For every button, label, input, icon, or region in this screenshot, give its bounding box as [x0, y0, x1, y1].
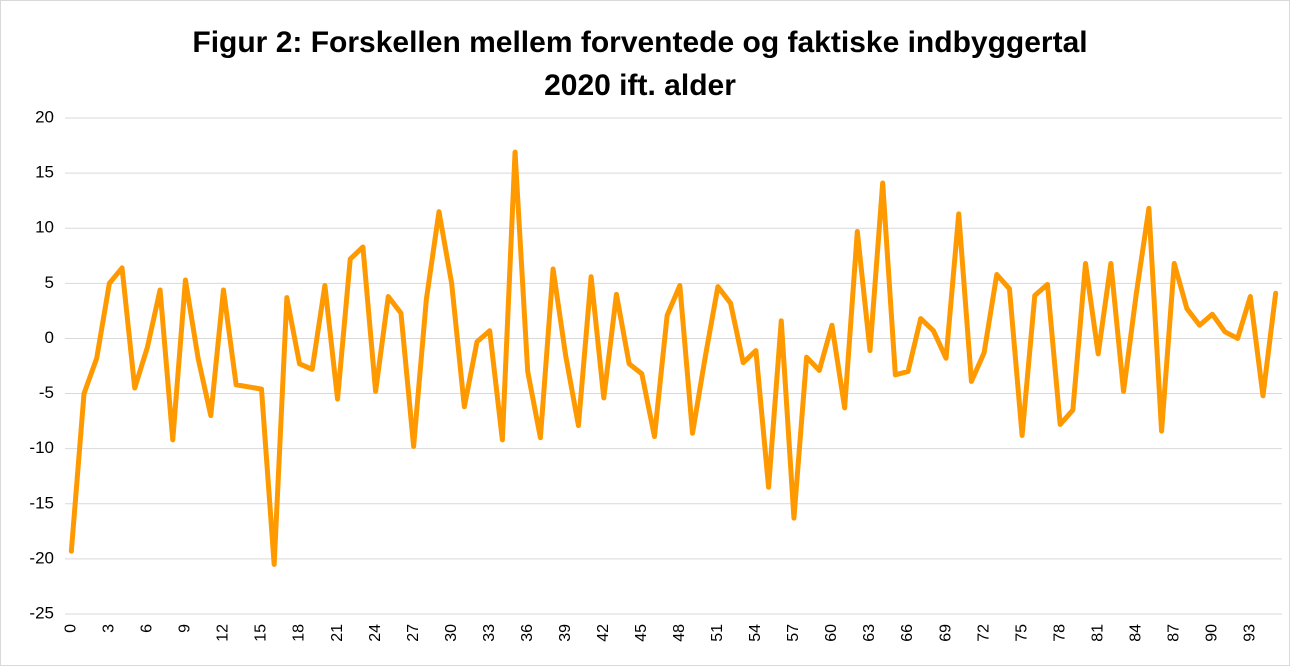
y-tick-label: 0 — [45, 328, 54, 347]
y-tick-label: 5 — [45, 273, 54, 292]
x-tick-label: 66 — [899, 624, 916, 642]
y-tick-label: 20 — [35, 107, 54, 126]
x-tick-label: 54 — [747, 624, 764, 642]
x-tick-label: 60 — [823, 624, 840, 642]
y-tick-label: -15 — [29, 493, 54, 512]
x-tick-label: 6 — [139, 624, 156, 633]
x-tick-label: 24 — [367, 624, 384, 642]
y-tick-label: 10 — [35, 218, 54, 237]
x-tick-label: 72 — [975, 624, 992, 642]
x-tick-label: 69 — [937, 624, 954, 642]
x-tick-label: 33 — [481, 624, 498, 642]
x-tick-label: 93 — [1242, 624, 1259, 642]
x-tick-label: 30 — [443, 624, 460, 642]
data-line — [68, 149, 1279, 567]
y-tick-label: -20 — [29, 548, 54, 567]
x-tick-label: 42 — [595, 624, 612, 642]
x-tick-label: 75 — [1013, 624, 1030, 642]
chart-title: Figur 2: Forskellen mellem forventede og… — [192, 26, 1087, 59]
x-tick-label: 90 — [1203, 624, 1220, 642]
x-tick-label: 21 — [329, 624, 346, 642]
x-tick-label: 81 — [1089, 624, 1106, 642]
x-tick-label: 57 — [785, 624, 802, 642]
y-tick-label: -5 — [39, 383, 54, 402]
x-tick-label: 18 — [291, 624, 308, 642]
x-tick-label: 84 — [1127, 624, 1144, 642]
x-tick-label: 39 — [557, 624, 574, 642]
x-tick-label: 48 — [671, 624, 688, 642]
chart-title: 2020 ift. alder — [544, 69, 736, 102]
y-tick-label: -25 — [29, 603, 54, 622]
x-tick-label: 63 — [861, 624, 878, 642]
x-tick-label: 45 — [633, 624, 650, 642]
x-tick-label: 78 — [1051, 624, 1068, 642]
y-tick-label: -10 — [29, 438, 54, 457]
x-tick-label: 15 — [253, 624, 270, 642]
x-tick-label: 36 — [519, 624, 536, 642]
x-tick-label: 9 — [177, 624, 194, 633]
x-tick-label: 12 — [215, 624, 232, 642]
x-tick-label: 87 — [1165, 624, 1182, 642]
x-tick-label: 27 — [405, 624, 422, 642]
x-tick-label: 51 — [709, 624, 726, 642]
x-tick-label: 3 — [101, 624, 118, 633]
y-tick-label: 15 — [35, 163, 54, 182]
x-tick-label: 0 — [63, 624, 80, 633]
